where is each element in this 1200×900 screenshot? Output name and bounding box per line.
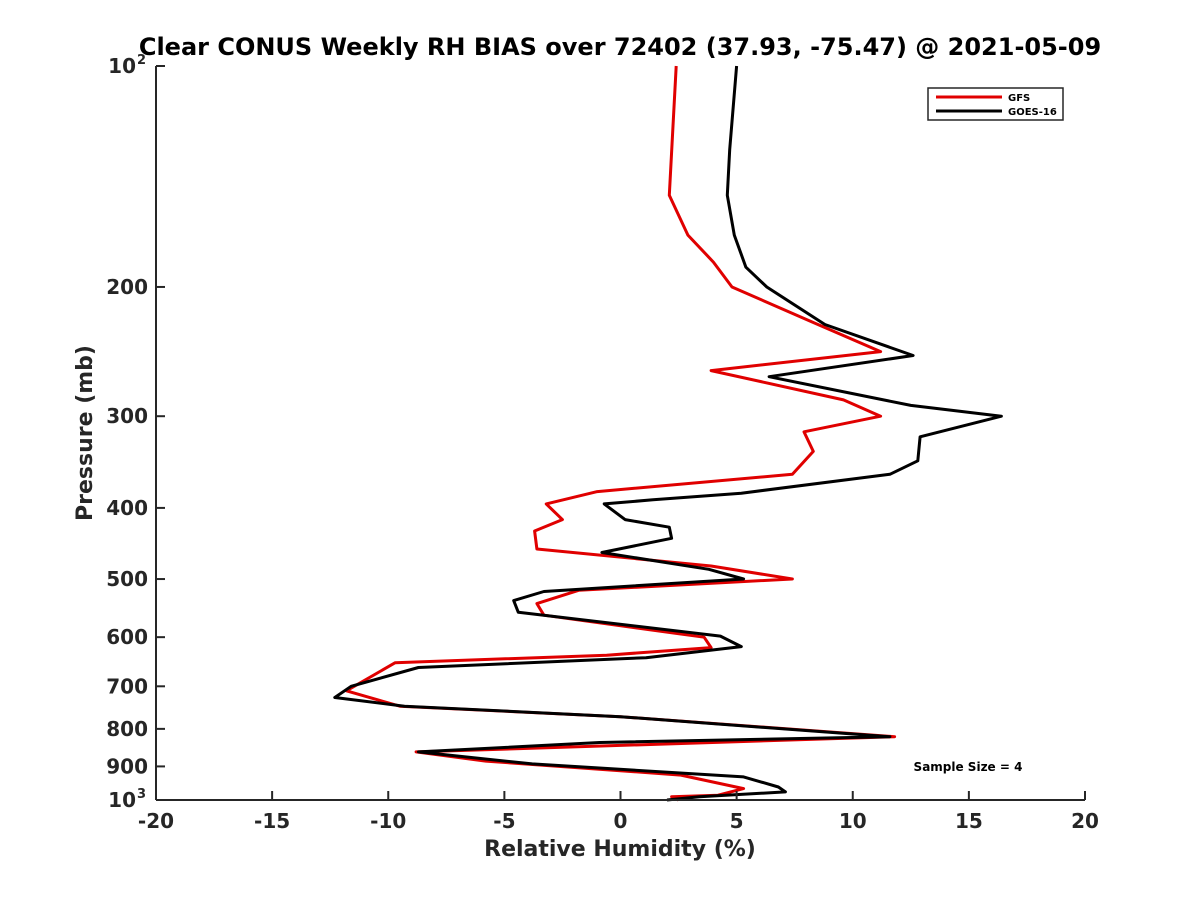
y-tick-label: 600 bbox=[106, 625, 148, 649]
y-tick-label: 10 bbox=[108, 54, 136, 78]
legend-label: GOES-16 bbox=[1008, 107, 1057, 118]
x-tick-label: 15 bbox=[955, 809, 983, 833]
series-line-goes-16 bbox=[333, 65, 1003, 802]
y-tick-label: 300 bbox=[106, 404, 148, 428]
y-tick-exponent: 3 bbox=[137, 787, 146, 802]
y-tick-label: 800 bbox=[106, 717, 148, 741]
y-tick-label: 200 bbox=[106, 275, 148, 299]
sample-size-annotation: Sample Size = 4 bbox=[914, 760, 1023, 774]
x-tick-label: 0 bbox=[614, 809, 628, 833]
x-tick-label: -5 bbox=[493, 809, 515, 833]
x-tick-label: 20 bbox=[1071, 809, 1099, 833]
y-tick-label: 10 bbox=[108, 788, 136, 812]
chart-title: Clear CONUS Weekly RH BIAS over 72402 (3… bbox=[139, 33, 1101, 61]
legend-label: GFS bbox=[1008, 93, 1030, 104]
y-tick-label: 900 bbox=[106, 754, 148, 778]
x-tick-label: -15 bbox=[254, 809, 290, 833]
y-tick-label: 700 bbox=[106, 674, 148, 698]
x-tick-label: -20 bbox=[138, 809, 174, 833]
x-tick-label: 5 bbox=[730, 809, 744, 833]
y-tick-exponent: 2 bbox=[137, 53, 146, 68]
y-tick-label: 500 bbox=[106, 567, 148, 591]
series-line-gfs bbox=[344, 65, 897, 802]
legend: GFS GOES-16 bbox=[927, 87, 1064, 121]
legend-box bbox=[927, 87, 1064, 121]
x-tick-label: -10 bbox=[370, 809, 406, 833]
plot-area bbox=[333, 65, 1003, 802]
y-tick-label: 400 bbox=[106, 496, 148, 520]
y-axis-label: Pressure (mb) bbox=[73, 345, 98, 521]
x-axis-label: Relative Humidity (%) bbox=[484, 837, 756, 862]
x-tick-label: 10 bbox=[839, 809, 867, 833]
